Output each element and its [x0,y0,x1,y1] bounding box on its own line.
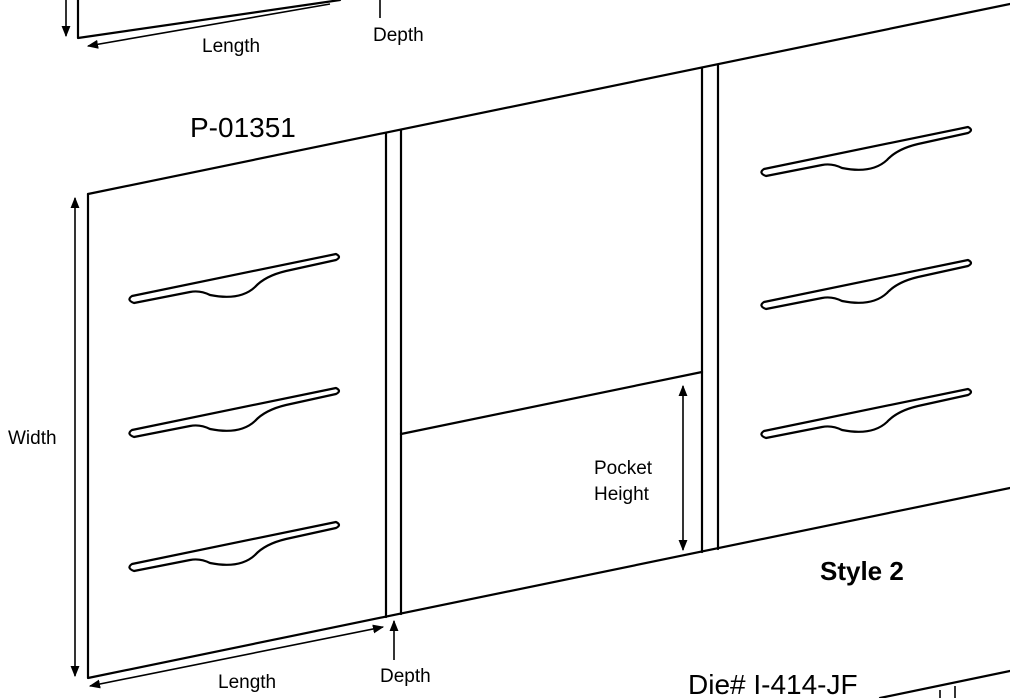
width-label: Width [8,428,57,449]
die-number-label: Die# I-414-JF [688,669,858,698]
bottom-partial-figure [878,669,1010,698]
dimension-arrows [70,196,688,689]
folder-top-edge [86,2,1010,196]
top-length-label: Length [202,36,260,57]
card-slit [760,258,973,311]
top-length-arrow [86,3,331,49]
card-slit [128,386,341,439]
bottom-partial-edge [878,669,1010,698]
style-label: Style 2 [820,556,904,586]
card-slit [128,520,341,573]
card-slit [760,125,973,178]
card-slit [760,387,973,440]
folder-outer-edge [86,192,1010,680]
bottom-length-label: Length [218,672,276,693]
right-card-slits [760,125,973,440]
bottom-depth-label: Depth [380,666,431,687]
pocket-top-edge [399,370,704,436]
left-card-slits [128,252,341,573]
length-arrow [88,624,385,689]
top-panel-edge [76,0,342,40]
pocket-label: Pocket [594,458,653,479]
top-depth-label: Depth [373,25,424,46]
card-slit [128,252,341,305]
part-number-label: P-01351 [190,112,296,143]
top-partial-figure [61,0,381,49]
folder-outline [86,2,1010,680]
height-label: Height [594,484,650,505]
